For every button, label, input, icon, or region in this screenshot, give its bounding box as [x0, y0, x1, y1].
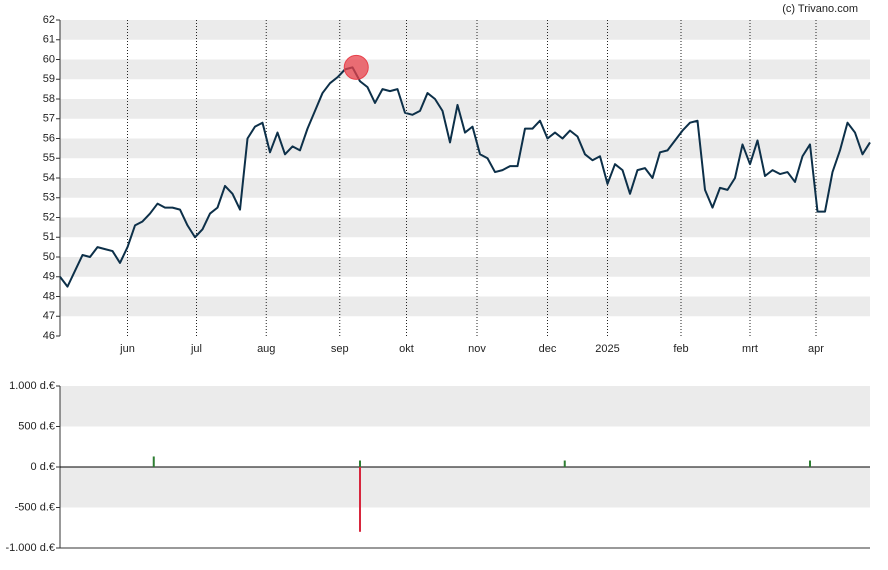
y-tick-label: 46	[43, 330, 55, 342]
y-tick-label: 56	[43, 132, 55, 144]
band	[60, 296, 870, 317]
x-tick-label: mrt	[742, 343, 758, 355]
band	[60, 59, 870, 80]
x-tick-label: sep	[331, 343, 349, 355]
band	[60, 467, 870, 508]
band	[60, 257, 870, 277]
highlight-marker	[343, 54, 369, 80]
x-tick-label: okt	[399, 343, 414, 355]
y-tick-label: 62	[43, 14, 55, 26]
y-tick-label: 58	[43, 93, 55, 105]
y-tick-label: 54	[43, 172, 55, 184]
y-tick-label: -1.000 d.€	[5, 542, 55, 554]
y-tick-label: 52	[43, 211, 55, 223]
band	[60, 386, 870, 427]
x-tick-label: 2025	[595, 343, 619, 355]
y-tick-label: 50	[43, 251, 55, 263]
x-tick-label: jun	[119, 343, 135, 355]
x-tick-label: feb	[673, 343, 688, 355]
y-tick-label: 60	[43, 53, 55, 65]
y-tick-label: 500 d.€	[18, 420, 55, 432]
band	[60, 178, 870, 198]
y-tick-label: 59	[43, 73, 55, 85]
y-tick-label: -500 d.€	[15, 501, 55, 513]
y-tick-label: 49	[43, 271, 55, 283]
price-line	[59, 66, 871, 288]
band	[60, 138, 870, 159]
credit: (c) Trivano.com	[782, 3, 858, 15]
y-tick-label: 1.000 d.€	[9, 380, 55, 392]
x-tick-label: apr	[808, 343, 824, 355]
band	[60, 99, 870, 119]
y-tick-label: 0 d.€	[31, 461, 55, 473]
y-tick-label: 51	[43, 231, 55, 243]
x-tick-label: nov	[468, 343, 486, 355]
y-tick-label: 55	[43, 152, 55, 164]
band	[60, 217, 870, 238]
x-tick-label: dec	[539, 343, 557, 355]
x-tick-label: aug	[257, 343, 275, 355]
y-tick-label: 48	[43, 290, 55, 302]
x-tick-label: jul	[190, 343, 202, 355]
y-tick-label: 57	[43, 113, 55, 125]
y-tick-label: 47	[43, 310, 55, 322]
y-tick-label: 61	[43, 34, 55, 46]
y-tick-label: 53	[43, 192, 55, 204]
band	[60, 20, 870, 40]
